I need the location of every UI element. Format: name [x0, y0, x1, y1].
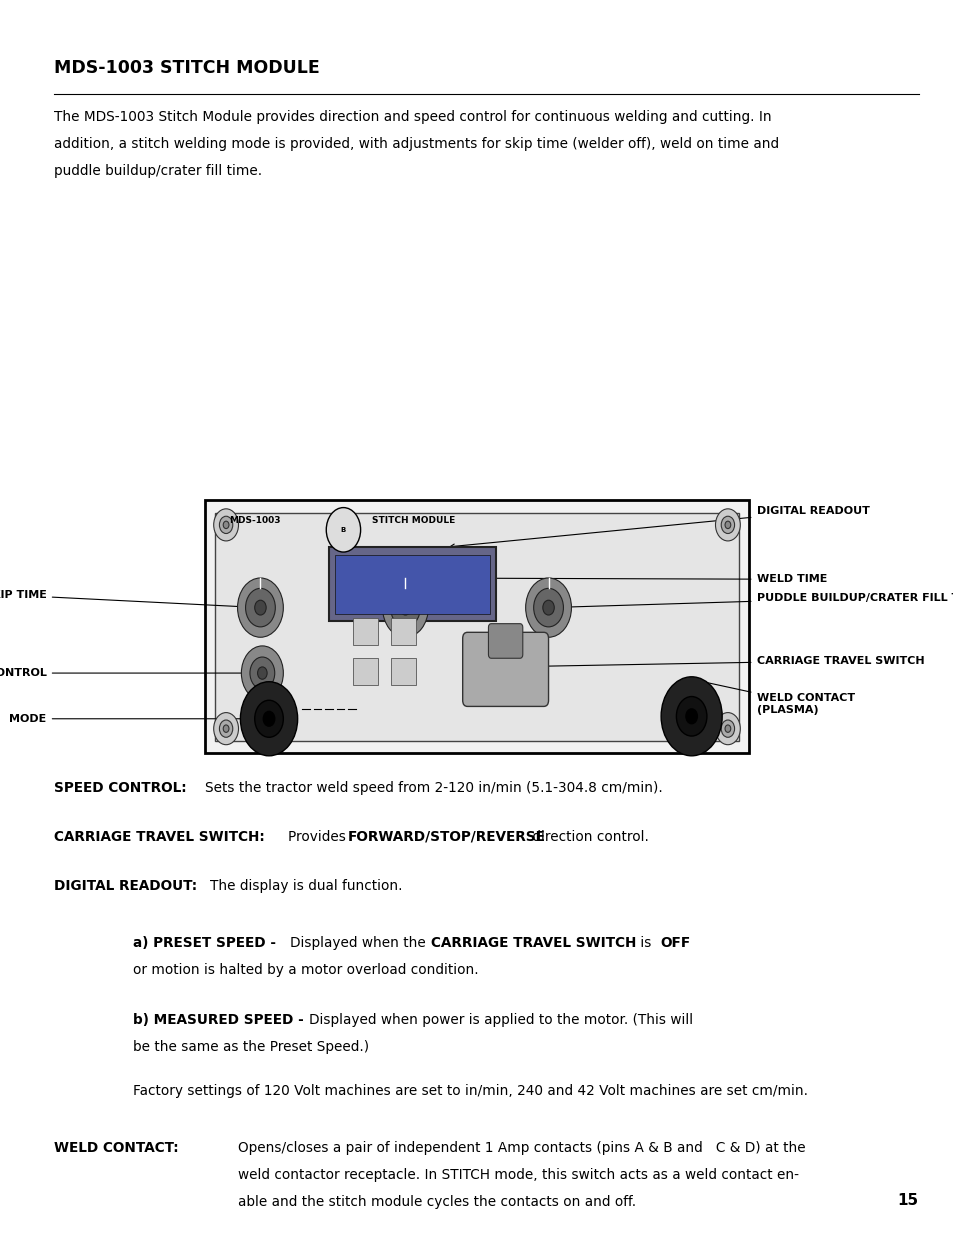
Circle shape: [715, 713, 740, 745]
Text: PUDDLE BUILDUP/CRATER FILL TIME: PUDDLE BUILDUP/CRATER FILL TIME: [552, 593, 953, 610]
Circle shape: [326, 508, 360, 552]
Text: or motion is halted by a motor overload condition.: or motion is halted by a motor overload …: [132, 963, 477, 977]
Text: WELD CONTACT:: WELD CONTACT:: [54, 1141, 179, 1155]
Circle shape: [724, 521, 730, 529]
Circle shape: [660, 677, 721, 756]
Circle shape: [676, 697, 706, 736]
Text: SPEED CONTROL:: SPEED CONTROL:: [54, 781, 187, 794]
Circle shape: [254, 700, 283, 737]
Text: DIGITAL READOUT:: DIGITAL READOUT:: [54, 879, 197, 893]
Text: CARRIAGE TRAVEL SWITCH: CARRIAGE TRAVEL SWITCH: [509, 656, 923, 669]
Circle shape: [237, 578, 283, 637]
Text: Provides: Provides: [288, 830, 350, 844]
FancyBboxPatch shape: [353, 618, 377, 645]
Text: be the same as the Preset Speed.): be the same as the Preset Speed.): [132, 1040, 369, 1053]
Text: WELD CONTACT
(PLASMA): WELD CONTACT (PLASMA): [695, 679, 854, 715]
FancyBboxPatch shape: [488, 624, 522, 658]
Text: B: B: [340, 527, 346, 532]
Circle shape: [390, 588, 420, 627]
Circle shape: [219, 516, 233, 534]
Circle shape: [213, 509, 238, 541]
Text: The MDS-1003 Stitch Module provides direction and speed control for continuous w: The MDS-1003 Stitch Module provides dire…: [54, 110, 771, 124]
Text: CARRIAGE TRAVEL SWITCH:: CARRIAGE TRAVEL SWITCH:: [54, 830, 265, 844]
Text: puddle buildup/crater fill time.: puddle buildup/crater fill time.: [54, 164, 262, 178]
Circle shape: [715, 509, 740, 541]
Circle shape: [720, 720, 734, 737]
Text: DIGITAL READOUT: DIGITAL READOUT: [450, 506, 868, 548]
Circle shape: [720, 516, 734, 534]
Text: FORWARD/STOP/REVERSE: FORWARD/STOP/REVERSE: [348, 830, 545, 844]
FancyBboxPatch shape: [391, 658, 416, 685]
Circle shape: [219, 720, 233, 737]
Text: b) MEASURED SPEED -: b) MEASURED SPEED -: [132, 1013, 303, 1026]
FancyBboxPatch shape: [391, 618, 416, 645]
FancyBboxPatch shape: [353, 658, 377, 685]
Text: Sets the tractor weld speed from 2-120 in/min (5.1-304.8 cm/min).: Sets the tractor weld speed from 2-120 i…: [205, 781, 662, 794]
Circle shape: [525, 578, 571, 637]
Text: OFF: OFF: [659, 936, 690, 950]
FancyBboxPatch shape: [335, 555, 490, 614]
Text: 15: 15: [897, 1193, 918, 1208]
Text: a) PRESET SPEED -: a) PRESET SPEED -: [132, 936, 275, 950]
Circle shape: [542, 600, 554, 615]
Text: Displayed when the: Displayed when the: [290, 936, 430, 950]
Text: direction control.: direction control.: [527, 830, 648, 844]
Text: is: is: [636, 936, 656, 950]
Circle shape: [250, 657, 274, 689]
Text: CARRIAGE TRAVEL SWITCH: CARRIAGE TRAVEL SWITCH: [431, 936, 636, 950]
FancyBboxPatch shape: [205, 500, 748, 753]
Circle shape: [263, 711, 274, 726]
Circle shape: [533, 588, 563, 627]
Text: addition, a stitch welding mode is provided, with adjustments for skip time (wel: addition, a stitch welding mode is provi…: [54, 137, 779, 151]
Text: WELD TIME: WELD TIME: [409, 574, 826, 584]
Text: SKIP TIME: SKIP TIME: [0, 590, 256, 609]
Text: SPEED CONTROL: SPEED CONTROL: [0, 668, 258, 678]
Text: weld contactor receptacle. In STITCH mode, this switch acts as a weld contact en: weld contactor receptacle. In STITCH mod…: [237, 1168, 798, 1182]
Text: MODE: MODE: [10, 714, 265, 724]
FancyBboxPatch shape: [329, 547, 496, 621]
Text: able and the stitch module cycles the contacts on and off.: able and the stitch module cycles the co…: [237, 1195, 635, 1209]
Circle shape: [685, 709, 697, 724]
Text: MDS-1003 STITCH MODULE: MDS-1003 STITCH MODULE: [54, 59, 320, 78]
Circle shape: [399, 600, 411, 615]
Circle shape: [254, 600, 266, 615]
Circle shape: [223, 725, 229, 732]
Text: Opens/closes a pair of independent 1 Amp contacts (pins A & B and   C & D) at th: Opens/closes a pair of independent 1 Amp…: [237, 1141, 804, 1155]
Circle shape: [241, 646, 283, 700]
Circle shape: [724, 725, 730, 732]
Text: MDS-1003: MDS-1003: [229, 516, 280, 525]
Text: Factory settings of 120 Volt machines are set to in/min, 240 and 42 Volt machine: Factory settings of 120 Volt machines ar…: [132, 1084, 807, 1098]
Text: The display is dual function.: The display is dual function.: [210, 879, 402, 893]
Text: STITCH MODULE: STITCH MODULE: [372, 516, 455, 525]
FancyBboxPatch shape: [462, 632, 548, 706]
Text: Displayed when power is applied to the motor. (This will: Displayed when power is applied to the m…: [309, 1013, 693, 1026]
Circle shape: [223, 521, 229, 529]
Circle shape: [213, 713, 238, 745]
Circle shape: [245, 588, 275, 627]
Circle shape: [382, 578, 428, 637]
Circle shape: [240, 682, 297, 756]
Circle shape: [257, 667, 267, 679]
FancyBboxPatch shape: [214, 513, 739, 741]
